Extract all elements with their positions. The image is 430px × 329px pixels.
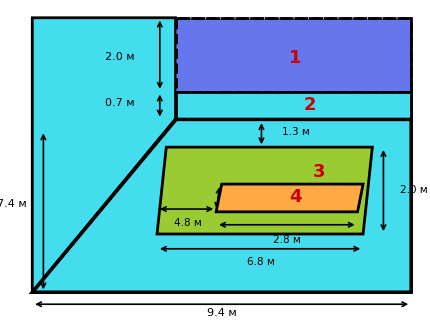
Bar <box>175 92 411 119</box>
Text: 2.8 м: 2.8 м <box>273 235 300 244</box>
Text: 4.8 м: 4.8 м <box>174 218 201 228</box>
Text: 1: 1 <box>289 49 302 67</box>
Polygon shape <box>32 119 411 292</box>
Text: 2.0 м: 2.0 м <box>105 52 135 62</box>
Text: 9.4 м: 9.4 м <box>207 309 236 318</box>
Text: 3: 3 <box>313 163 325 181</box>
Polygon shape <box>216 184 363 212</box>
Text: 2.0 м: 2.0 м <box>400 185 428 195</box>
Text: 6.8 м: 6.8 м <box>247 257 274 267</box>
Text: 1.3 м: 1.3 м <box>282 127 310 137</box>
Text: 4: 4 <box>289 188 302 206</box>
Polygon shape <box>32 18 175 292</box>
Text: 2: 2 <box>303 96 316 114</box>
Text: 0.8 м: 0.8 м <box>236 188 263 198</box>
Polygon shape <box>157 147 372 234</box>
Text: 7.4 м: 7.4 м <box>0 199 27 210</box>
Bar <box>175 18 411 92</box>
Text: 0.7 м: 0.7 м <box>105 98 135 108</box>
